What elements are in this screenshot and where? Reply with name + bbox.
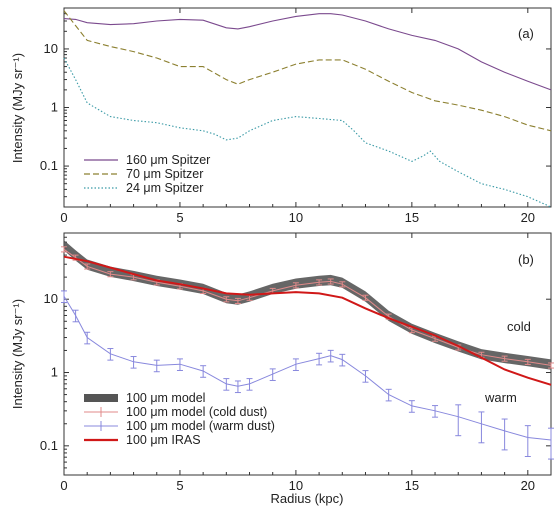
- series-line-0: [63, 13, 552, 91]
- xtick-label: 15: [405, 210, 419, 225]
- error-bar: [84, 331, 91, 345]
- error-bar: [234, 380, 241, 394]
- ytick-label: 1: [51, 365, 58, 380]
- error-bar: [130, 356, 137, 369]
- legend-label: 100 μm model (cold dust): [126, 405, 267, 419]
- panel-b-frame: [63, 232, 552, 476]
- error-bar: [223, 378, 230, 391]
- ytick-label: 10: [44, 291, 58, 306]
- panel-b-axes: 0 5 10 15 20 0.1 1 10: [40, 232, 552, 493]
- legend-entry: 100 μm IRAS: [84, 433, 201, 447]
- error-bar: [339, 281, 346, 288]
- error-bar: [292, 358, 299, 371]
- series-line-3: [63, 255, 552, 386]
- legend-entry: 100 μm model (cold dust): [84, 405, 267, 419]
- ytick-label: 0.1: [40, 158, 58, 173]
- error-bar: [524, 358, 531, 365]
- xtick-label: 5: [176, 210, 183, 225]
- error-bar: [72, 309, 79, 323]
- legend-entry: 70 μm Spitzer: [84, 167, 203, 181]
- legend-label: 100 μm model (warm dust): [126, 419, 275, 433]
- error-bar: [61, 290, 67, 303]
- error-bar: [107, 348, 114, 361]
- ytick-label: 10: [44, 41, 58, 56]
- error-bar: [548, 427, 554, 460]
- error-bar: [316, 279, 323, 286]
- xtick-label: 0: [60, 478, 67, 493]
- legend-entry: 160 μm Spitzer: [84, 153, 210, 167]
- panel-a-axes: 0 5 10 15 20 0.1 1 10: [40, 7, 552, 225]
- error-bar: [339, 353, 346, 367]
- error-bar: [327, 349, 334, 363]
- legend-label: 160 μm Spitzer: [126, 153, 210, 167]
- error-bar: [176, 358, 183, 371]
- series-line-1: [63, 10, 552, 132]
- error-bar: [327, 278, 334, 285]
- legend-label: 100 μm IRAS: [126, 433, 201, 447]
- legend-entry: 100 μm model: [84, 391, 205, 405]
- error-bar: [234, 297, 241, 304]
- panel-a-label: (a): [518, 26, 534, 41]
- ytick-label: 0.1: [40, 438, 58, 453]
- legend-label: 70 μm Spitzer: [126, 167, 203, 181]
- legend-entry: 100 μm model (warm dust): [84, 419, 275, 433]
- error-bar: [362, 294, 369, 301]
- annotation-cold: cold: [507, 319, 531, 334]
- panel-a-series: [63, 10, 552, 208]
- panel-b-xlabel: Radius (kpc): [271, 491, 344, 506]
- error-bar: [501, 418, 508, 451]
- error-bar: [455, 404, 462, 437]
- error-bar: [316, 352, 323, 366]
- panel-b-series: [61, 240, 554, 460]
- error-bar: [61, 246, 67, 253]
- xtick-label: 10: [289, 478, 303, 493]
- panel-a-ylabel: Intensity (MJy sr⁻¹): [10, 53, 25, 163]
- error-bar: [408, 400, 415, 413]
- error-bar: [501, 355, 508, 362]
- xtick-label: 20: [521, 210, 535, 225]
- legend-label: 100 μm model: [126, 391, 205, 405]
- xtick-label: 20: [521, 478, 535, 493]
- error-bar: [292, 282, 299, 289]
- xtick-label: 5: [176, 478, 183, 493]
- error-bar: [478, 411, 485, 444]
- panel-b-label: (b): [518, 252, 534, 267]
- error-bar: [269, 368, 276, 381]
- legend-entry: 24 μm Spitzer: [84, 181, 203, 195]
- error-bar: [246, 378, 253, 391]
- error-bar: [548, 362, 554, 369]
- ytick-label: 1: [51, 100, 58, 115]
- xtick-label: 15: [405, 478, 419, 493]
- annotation-warm: warm: [484, 390, 517, 405]
- error-bar: [153, 359, 160, 373]
- xtick-label: 0: [60, 210, 67, 225]
- error-bar: [223, 296, 230, 303]
- error-bar: [200, 365, 207, 378]
- legend-swatch: [84, 394, 118, 402]
- error-bar: [362, 370, 369, 383]
- series-line-2: [63, 57, 552, 208]
- error-bar: [385, 388, 392, 402]
- error-bar: [524, 425, 531, 458]
- error-bar: [84, 263, 91, 270]
- error-bar: [432, 405, 439, 418]
- series-band-model: [64, 240, 551, 370]
- panel-b-ylabel: Intensity (MJy sr⁻¹): [10, 299, 25, 409]
- error-bar: [107, 271, 114, 278]
- legend-label: 24 μm Spitzer: [126, 181, 203, 195]
- xtick-label: 10: [289, 210, 303, 225]
